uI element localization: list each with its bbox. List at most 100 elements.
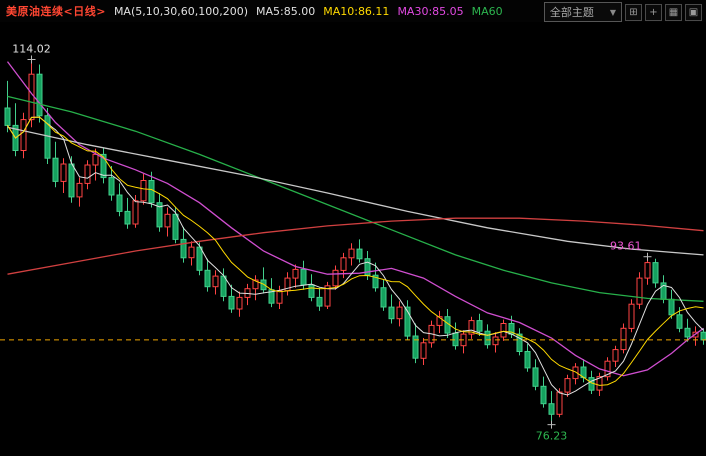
candle <box>76 182 83 198</box>
candle <box>180 238 187 259</box>
ma-line-MA60 <box>7 95 704 302</box>
candle <box>548 403 555 415</box>
price-annotation: 93.61 <box>610 240 642 253</box>
candle <box>172 213 179 240</box>
candle <box>196 246 203 271</box>
candle <box>644 262 651 279</box>
candle <box>380 287 387 308</box>
candle <box>52 157 59 182</box>
candle <box>252 279 259 290</box>
candle <box>532 367 539 387</box>
candle <box>652 262 659 284</box>
candle <box>156 202 163 228</box>
ma-line-MA10 <box>7 116 704 386</box>
ma10-value: MA10:86.11 <box>323 4 390 18</box>
single-pane-icon[interactable]: ▣ <box>685 3 702 21</box>
candle <box>164 213 171 228</box>
candle <box>116 194 123 212</box>
candle <box>540 385 547 405</box>
candle <box>348 248 355 259</box>
candle <box>700 331 706 341</box>
candle <box>220 275 227 297</box>
candle <box>260 279 267 291</box>
candle <box>292 268 299 279</box>
candle <box>300 268 307 286</box>
candle <box>404 306 411 337</box>
toolbar: 全部主题 ▼ ⊞ + ▦ ▣ <box>543 2 702 22</box>
candle <box>564 378 571 393</box>
candle <box>60 163 67 182</box>
candle <box>20 119 27 151</box>
candle <box>308 284 315 298</box>
candle <box>636 277 643 305</box>
candle <box>316 296 323 307</box>
candle <box>236 296 243 310</box>
candle <box>92 153 99 166</box>
candle <box>420 342 427 359</box>
symbol-title[interactable]: 美原油连续<日线> <box>6 5 106 18</box>
candle <box>484 330 491 346</box>
candle <box>492 336 499 346</box>
candle <box>612 349 619 362</box>
ma-line-MA200 <box>7 217 704 275</box>
candle <box>396 306 403 320</box>
candle <box>684 327 691 338</box>
candle <box>628 303 635 329</box>
candle <box>596 376 603 391</box>
candlestick-chart[interactable]: 114.02 93.61 76.23 <box>0 22 706 452</box>
theme-selector-dropdown[interactable]: 全部主题 ▼ <box>543 2 622 22</box>
candle <box>212 275 219 288</box>
candle <box>476 320 483 332</box>
candle <box>332 269 339 287</box>
candle <box>84 164 91 184</box>
candle <box>28 73 35 121</box>
candle <box>68 163 75 198</box>
candle <box>340 257 347 271</box>
candle <box>372 274 379 289</box>
candle <box>228 295 235 310</box>
candle <box>356 248 363 260</box>
candle <box>668 298 675 316</box>
candle <box>324 285 331 307</box>
candle <box>388 306 395 320</box>
candle <box>500 323 507 338</box>
candle <box>436 316 443 326</box>
candle <box>204 269 211 288</box>
candle <box>100 153 107 179</box>
candle <box>140 180 147 202</box>
candle <box>604 360 611 378</box>
add-pane-icon[interactable]: + <box>645 3 662 21</box>
multi-pane-layout-icon[interactable]: ⊞ <box>625 3 642 21</box>
ma-line-MA30 <box>6 61 704 377</box>
candle <box>148 180 155 204</box>
candle <box>108 177 115 196</box>
candle <box>124 210 131 225</box>
grid-layout-icon[interactable]: ▦ <box>665 3 682 21</box>
candle <box>676 314 683 329</box>
candle <box>620 327 627 351</box>
price-annotation: 76.23 <box>536 430 568 443</box>
overlay-layer: 114.02 93.61 76.23 <box>0 43 706 443</box>
candle <box>276 290 283 304</box>
theme-selector-label: 全部主题 <box>549 6 594 19</box>
ma60-value: MA60 <box>471 4 503 18</box>
candle <box>516 333 523 353</box>
ma-line-MA100 <box>7 126 704 256</box>
ma-indicator-settings[interactable]: MA(5,10,30,60,100,200) <box>113 4 248 18</box>
price-annotation: 114.02 <box>12 43 51 56</box>
candle <box>4 107 11 126</box>
candle <box>524 351 531 369</box>
candle <box>188 246 195 259</box>
chart-canvas: 114.02 93.61 76.23 <box>0 43 706 443</box>
ma5-value: MA5:85.00 <box>256 4 316 18</box>
ma30-value: MA30:85.05 <box>397 4 464 18</box>
candle <box>572 366 579 380</box>
candle <box>556 391 563 415</box>
chevron-down-icon: ▼ <box>609 7 616 17</box>
candles-layer <box>4 59 706 425</box>
ma-line-MA5 <box>7 116 704 396</box>
chart-header: 美原油连续<日线> MA(5,10,30,60,100,200) MA5:85.… <box>0 0 706 22</box>
candle <box>132 200 139 225</box>
candle <box>412 335 419 359</box>
